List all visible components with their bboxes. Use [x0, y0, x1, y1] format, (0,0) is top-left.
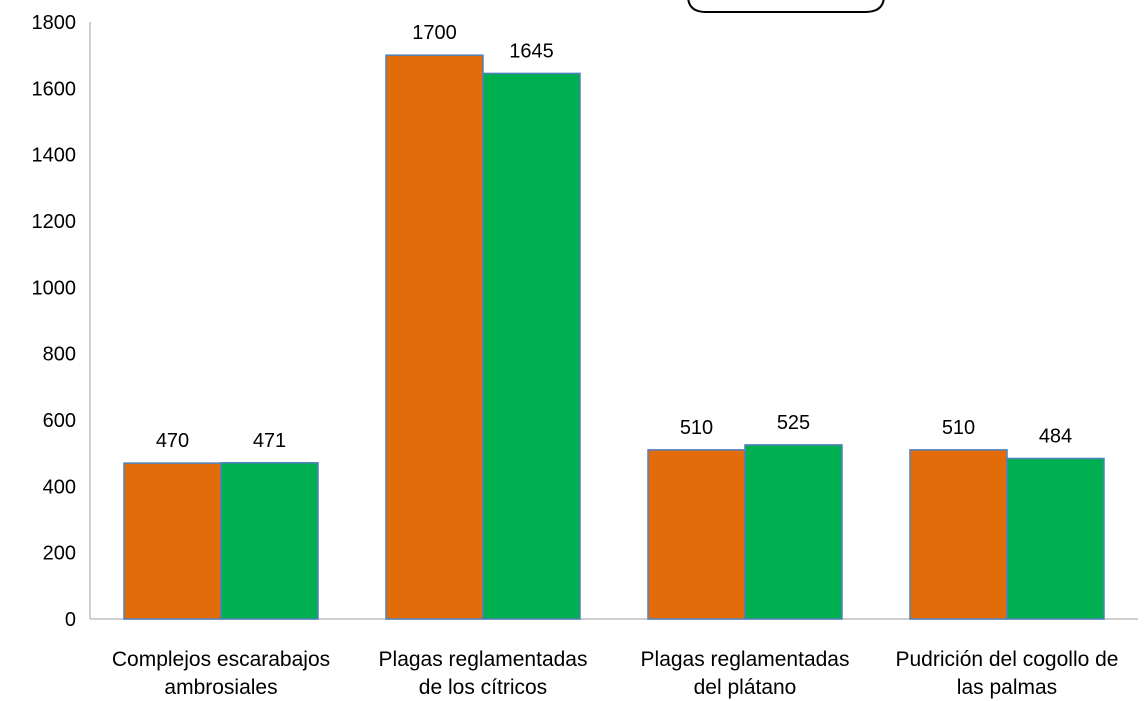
y-tick-label: 1800	[32, 12, 77, 34]
category-label: del plátano	[694, 676, 797, 699]
y-tick-label: 1400	[32, 145, 77, 167]
bar-series-1-2	[385, 54, 484, 620]
y-tick-label: 1200	[32, 211, 77, 233]
y-tick-label: 1000	[32, 277, 77, 299]
bar-series-2-2	[482, 72, 581, 620]
y-tick-label: 400	[43, 476, 76, 498]
data-label-series-1-4: 510	[942, 417, 975, 439]
legend-box-outline	[687, 0, 885, 13]
bar-series-1-4	[909, 449, 1008, 620]
y-tick-label: 800	[43, 344, 76, 366]
category-label: Plagas reglamentadas	[641, 648, 850, 671]
y-tick-label: 600	[43, 410, 76, 432]
data-label-series-2-1: 471	[253, 430, 286, 452]
category-label: de los cítricos	[419, 676, 547, 699]
y-axis: 0 200 400 600 800 1000 1200 1400 1600 1800	[32, 12, 91, 631]
bar-series-2-3	[744, 444, 843, 620]
category-label: Plagas reglamentadas	[379, 648, 588, 671]
bar-series-1-3	[647, 449, 746, 620]
category-label: ambrosiales	[164, 676, 277, 699]
data-label-series-2-2: 1645	[509, 40, 554, 62]
bar-series-2-1	[220, 462, 319, 620]
category-label: las palmas	[957, 676, 1057, 699]
category-labels: Complejos escarabajos ambrosiales Plagas r…	[112, 648, 1119, 699]
bar-series-1-1	[123, 462, 222, 620]
data-label-series-2-4: 484	[1039, 425, 1072, 447]
category-label: Complejos escarabajos	[112, 648, 330, 671]
y-tick-label: 0	[65, 609, 76, 631]
y-tick-label: 200	[43, 543, 76, 565]
data-label-series-1-1: 470	[156, 430, 189, 452]
data-label-series-2-3: 525	[777, 412, 810, 434]
legend-box	[687, 0, 885, 13]
bar-series-2-4	[1006, 457, 1105, 620]
data-labels: 470 471 1700 1645 510 525 510 484	[156, 22, 1072, 452]
bars	[123, 54, 1105, 620]
category-label: Pudrición del cogollo de	[896, 648, 1119, 671]
data-label-series-1-2: 1700	[412, 22, 457, 44]
y-tick-label: 1600	[32, 78, 77, 100]
data-label-series-1-3: 510	[680, 417, 713, 439]
